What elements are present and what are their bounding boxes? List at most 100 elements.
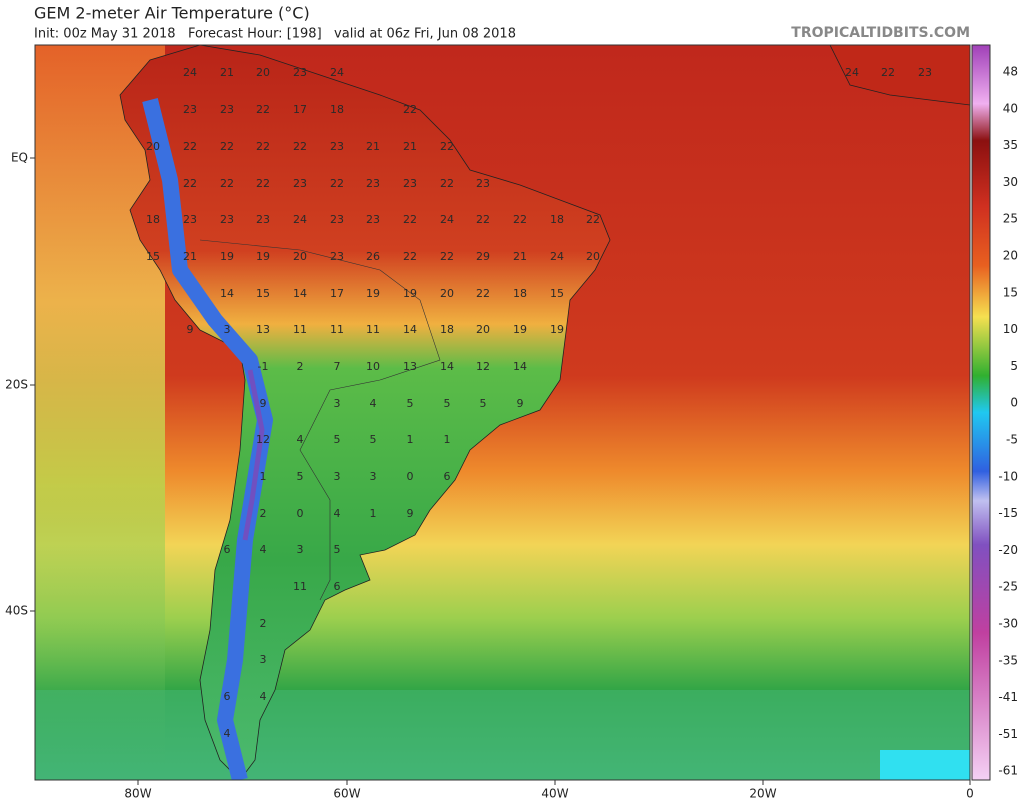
station-value: 3 (297, 543, 304, 556)
southern-ocean (35, 690, 970, 780)
station-value: 23 (918, 66, 932, 79)
station-value: 9 (407, 507, 414, 520)
africa (829, 45, 970, 106)
station-value: 19 (403, 287, 417, 300)
station-value: 22 (881, 66, 895, 79)
colorbar-label: -61 (998, 764, 1018, 778)
station-value: 18 (440, 323, 454, 336)
colorbar-label: -41 (998, 690, 1018, 704)
station-value: 2 (297, 360, 304, 373)
longitude-label: 40W (541, 787, 568, 800)
title: GEM 2-meter Air Temperature (°C) (34, 4, 310, 23)
station-value: 23 (366, 213, 380, 226)
colorbar-label: 35 (1003, 138, 1018, 152)
station-value: 20 (586, 250, 600, 263)
station-value: 24 (550, 250, 564, 263)
station-value: 1 (370, 507, 377, 520)
station-value: 13 (403, 360, 417, 373)
station-value: 9 (517, 397, 524, 410)
station-value: 5 (480, 397, 487, 410)
colorbar-label: -20 (998, 543, 1018, 557)
colorbar-label: -15 (998, 506, 1018, 520)
station-value: 14 (293, 287, 307, 300)
station-value: 1 (444, 433, 451, 446)
station-value: 3 (334, 470, 341, 483)
station-value: 24 (330, 66, 344, 79)
plot-frame (34, 44, 971, 781)
station-value: 19 (366, 287, 380, 300)
station-value: 22 (513, 213, 527, 226)
station-value: 12 (476, 360, 490, 373)
station-value: 22 (440, 177, 454, 190)
station-value: 9 (187, 323, 194, 336)
borders (199, 239, 441, 601)
colorbar-label: 40 (1003, 101, 1018, 115)
station-value: 6 (224, 543, 231, 556)
station-value: 20 (476, 323, 490, 336)
colorbar-label: -10 (998, 469, 1018, 483)
station-value: 5 (334, 543, 341, 556)
station-value: 22 (256, 140, 270, 153)
colorbar-label: 30 (1003, 175, 1018, 189)
station-value: 3 (370, 470, 377, 483)
station-value: 5 (297, 470, 304, 483)
station-value: 11 (366, 323, 380, 336)
colorbar-label: 15 (1003, 285, 1018, 299)
colorbar (971, 44, 991, 781)
station-value: 13 (256, 323, 270, 336)
station-value: 22 (256, 103, 270, 116)
station-value: 14 (403, 323, 417, 336)
station-value: 11 (330, 323, 344, 336)
andes-core (242, 369, 265, 541)
site-name: TROPICALTIDBITS.COM (791, 25, 970, 41)
station-value: 11 (293, 323, 307, 336)
longitude-label: 80W (124, 787, 151, 800)
station-value: 11 (293, 580, 307, 593)
station-value: 4 (260, 690, 267, 703)
station-value: 22 (220, 177, 234, 190)
colorbar-label: 0 (1010, 396, 1018, 410)
station-value: 14 (513, 360, 527, 373)
station-value: 18 (513, 287, 527, 300)
latitude-label: 40S (5, 604, 28, 618)
station-value: 12 (256, 433, 270, 446)
station-value: 23 (366, 177, 380, 190)
station-value: 15 (550, 287, 564, 300)
station-value: 23 (330, 213, 344, 226)
longitude-label: 20W (749, 787, 776, 800)
station-value: 23 (183, 213, 197, 226)
subtitle: Init: 00z May 31 2018 Forecast Hour: [19… (34, 27, 516, 42)
station-value: 3 (260, 653, 267, 666)
station-value: -1 (258, 360, 269, 373)
station-value: 21 (366, 140, 380, 153)
station-value: 22 (293, 140, 307, 153)
station-value: 21 (183, 250, 197, 263)
station-value: 19 (256, 250, 270, 263)
station-value: 22 (440, 250, 454, 263)
colorbar-label: -5 (1006, 433, 1018, 447)
station-value: 15 (256, 287, 270, 300)
station-value: 10 (366, 360, 380, 373)
station-value: 0 (297, 507, 304, 520)
station-value: 14 (440, 360, 454, 373)
station-value: 24 (183, 66, 197, 79)
longitude-label: 0 (966, 787, 974, 800)
station-value: 1 (407, 433, 414, 446)
station-value: 1 (260, 470, 267, 483)
latitude-label: 20S (5, 378, 28, 392)
station-value: 22 (256, 177, 270, 190)
station-value: 29 (476, 250, 490, 263)
station-value: 23 (330, 140, 344, 153)
colorbar-label: -30 (998, 617, 1018, 631)
colorbar-label: -51 (998, 727, 1018, 741)
station-value: 2 (260, 507, 267, 520)
station-value: 21 (403, 140, 417, 153)
station-value: 18 (550, 213, 564, 226)
colorbar-label: -25 (998, 580, 1018, 594)
colorbar-label: 25 (1003, 212, 1018, 226)
station-value: 5 (444, 397, 451, 410)
station-value: 6 (334, 580, 341, 593)
station-value: 0 (407, 470, 414, 483)
latitude-label: EQ (11, 151, 28, 165)
